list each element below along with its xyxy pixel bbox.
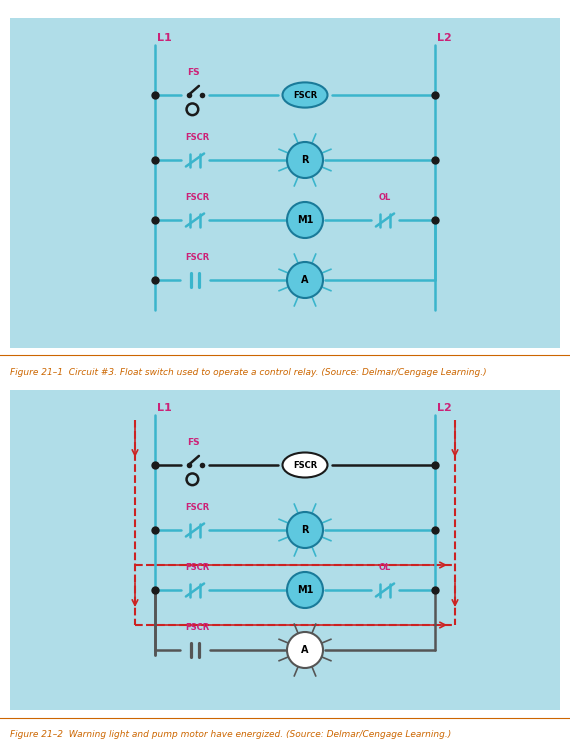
Text: OL: OL	[379, 563, 391, 572]
Text: Figure 21–2  Warning light and pump motor have energized. (Source: Delmar/Cengag: Figure 21–2 Warning light and pump motor…	[10, 730, 451, 739]
Text: L1: L1	[157, 403, 172, 413]
Text: M1: M1	[297, 215, 313, 225]
Text: L2: L2	[437, 403, 452, 413]
Circle shape	[287, 572, 323, 608]
FancyBboxPatch shape	[10, 18, 560, 348]
Circle shape	[287, 142, 323, 178]
Ellipse shape	[283, 82, 328, 107]
Text: Figure 21–1  Circuit #3. Float switch used to operate a control relay. (Source: : Figure 21–1 Circuit #3. Float switch use…	[10, 368, 487, 377]
Text: FS: FS	[187, 68, 200, 77]
Text: A: A	[302, 275, 309, 285]
Circle shape	[287, 262, 323, 298]
Ellipse shape	[283, 453, 328, 478]
Text: FSCR: FSCR	[185, 133, 209, 142]
Text: R: R	[302, 525, 309, 535]
Text: L1: L1	[157, 33, 172, 43]
FancyBboxPatch shape	[10, 390, 560, 710]
Text: FSCR: FSCR	[185, 563, 209, 572]
Text: A: A	[302, 645, 309, 655]
Circle shape	[287, 512, 323, 548]
Text: FSCR: FSCR	[185, 623, 209, 632]
Circle shape	[287, 632, 323, 668]
Text: FS: FS	[187, 438, 200, 447]
Text: FSCR: FSCR	[185, 193, 209, 202]
Text: OL: OL	[379, 193, 391, 202]
Text: R: R	[302, 155, 309, 165]
Text: L2: L2	[437, 33, 452, 43]
Text: FSCR: FSCR	[185, 253, 209, 262]
Text: FSCR: FSCR	[293, 91, 317, 100]
Text: FSCR: FSCR	[293, 460, 317, 469]
Text: FSCR: FSCR	[185, 503, 209, 512]
Circle shape	[287, 202, 323, 238]
Text: M1: M1	[297, 585, 313, 595]
